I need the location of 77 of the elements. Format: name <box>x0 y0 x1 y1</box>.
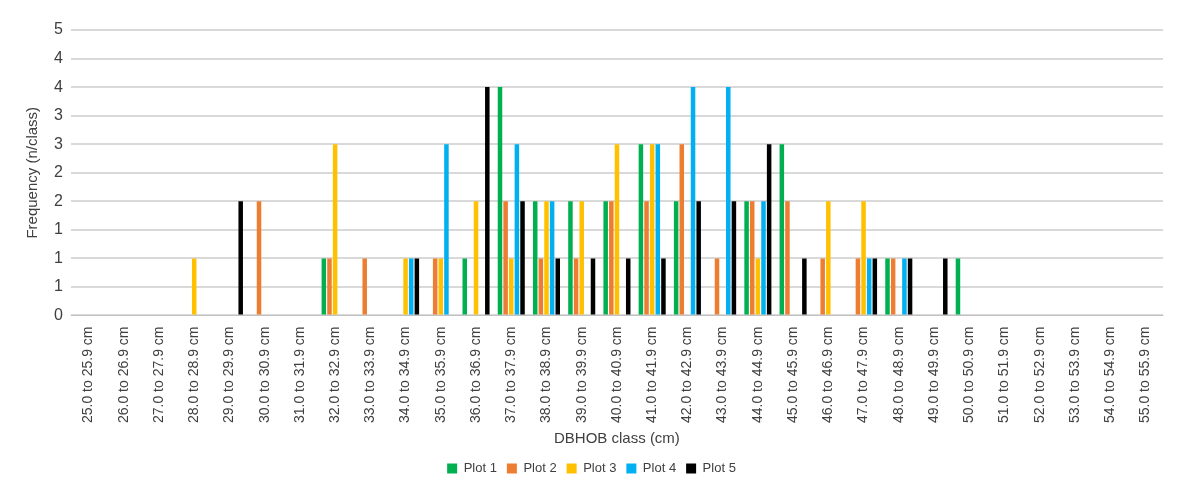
legend-label: Plot 5 <box>702 460 736 476</box>
bar <box>644 201 649 315</box>
x-tick-label: 41.0 to 41.9 cm <box>643 326 660 424</box>
y-tick-label: 5 <box>53 20 63 38</box>
x-tick-label: 43.0 to 43.9 cm <box>713 326 730 424</box>
bar <box>603 201 608 315</box>
bar <box>403 258 408 315</box>
x-tick-label: 28.0 to 28.9 cm <box>185 326 202 424</box>
bar <box>726 87 731 315</box>
legend-label: Plot 1 <box>463 460 497 476</box>
x-tick-label: 51.0 to 51.9 cm <box>995 326 1012 424</box>
bar <box>509 258 514 315</box>
x-tick-label: 48.0 to 48.9 cm <box>889 326 906 424</box>
bar <box>609 201 614 315</box>
bar <box>761 201 766 315</box>
x-tick-label: 52.0 to 52.9 cm <box>1030 326 1047 424</box>
x-tick-label: 54.0 to 54.9 cm <box>1101 326 1118 424</box>
bar <box>902 258 907 315</box>
x-tick-label: 44.0 to 44.9 cm <box>748 326 765 424</box>
x-tick-label: 49.0 to 49.9 cm <box>924 326 941 424</box>
x-tick-label: 47.0 to 47.9 cm <box>854 326 871 424</box>
x-axis-title: DBHOB class (cm) <box>554 429 680 447</box>
legend-label: Plot 3 <box>583 460 617 476</box>
y-tick-label: 3 <box>53 106 63 124</box>
bar <box>238 201 243 315</box>
bar <box>444 144 449 315</box>
x-tick-label: 31.0 to 31.9 cm <box>290 326 307 424</box>
bar <box>544 201 549 315</box>
x-tick-label: 34.0 to 34.9 cm <box>396 326 413 424</box>
x-tick-label: 50.0 to 50.9 cm <box>960 326 977 424</box>
y-axis-title: Frequency (n/class) <box>23 106 41 239</box>
y-tick-label: 0 <box>53 305 63 323</box>
bar <box>362 258 367 315</box>
x-tick-label: 55.0 to 55.9 cm <box>1136 326 1153 424</box>
x-tick-label: 25.0 to 25.9 cm <box>79 326 96 424</box>
bar <box>327 258 332 315</box>
y-tick-label: 1 <box>53 248 63 266</box>
bar <box>568 201 573 315</box>
y-tick-label: 3 <box>53 134 63 152</box>
bar <box>661 258 666 315</box>
x-tick-label: 29.0 to 29.9 cm <box>220 326 237 424</box>
bar <box>820 258 825 315</box>
bar <box>826 201 831 315</box>
bar <box>696 201 701 315</box>
bar <box>885 258 890 315</box>
y-tick-label: 1 <box>53 220 63 238</box>
x-tick-label: 40.0 to 40.9 cm <box>607 326 624 424</box>
legend-label: Plot 2 <box>523 460 557 476</box>
y-tick-label: 2 <box>53 191 63 209</box>
x-tick-label: 53.0 to 53.9 cm <box>1065 326 1082 424</box>
x-tick-label: 37.0 to 37.9 cm <box>502 326 519 424</box>
x-tick-label: 46.0 to 46.9 cm <box>819 326 836 424</box>
y-tick-label: 4 <box>53 48 63 66</box>
x-tick-label: 32.0 to 32.9 cm <box>325 326 342 424</box>
bar <box>520 201 525 315</box>
y-tick-label: 4 <box>53 77 63 95</box>
x-tick-label: 30.0 to 30.9 cm <box>255 326 272 424</box>
x-tick-label: 26.0 to 26.9 cm <box>114 326 131 424</box>
x-tick-label: 45.0 to 45.9 cm <box>783 326 800 424</box>
bar <box>943 258 948 315</box>
legend-label: Plot 4 <box>642 460 677 476</box>
bar <box>579 201 584 315</box>
x-tick-label: 35.0 to 35.9 cm <box>431 326 448 424</box>
bar <box>785 201 790 315</box>
y-tick-label: 2 <box>53 163 63 181</box>
bar <box>802 258 807 315</box>
x-tick-label: 33.0 to 33.9 cm <box>361 326 378 424</box>
y-tick-label: 1 <box>53 277 63 295</box>
bar <box>744 201 749 315</box>
bar <box>485 87 490 315</box>
x-tick-label: 27.0 to 27.9 cm <box>149 326 166 424</box>
bar <box>861 201 866 315</box>
x-tick-label: 38.0 to 38.9 cm <box>537 326 554 424</box>
x-tick-label: 39.0 to 39.9 cm <box>572 326 589 424</box>
x-tick-label: 36.0 to 36.9 cm <box>466 326 483 424</box>
bar <box>503 201 508 315</box>
x-tick-label: 42.0 to 42.9 cm <box>678 326 695 424</box>
